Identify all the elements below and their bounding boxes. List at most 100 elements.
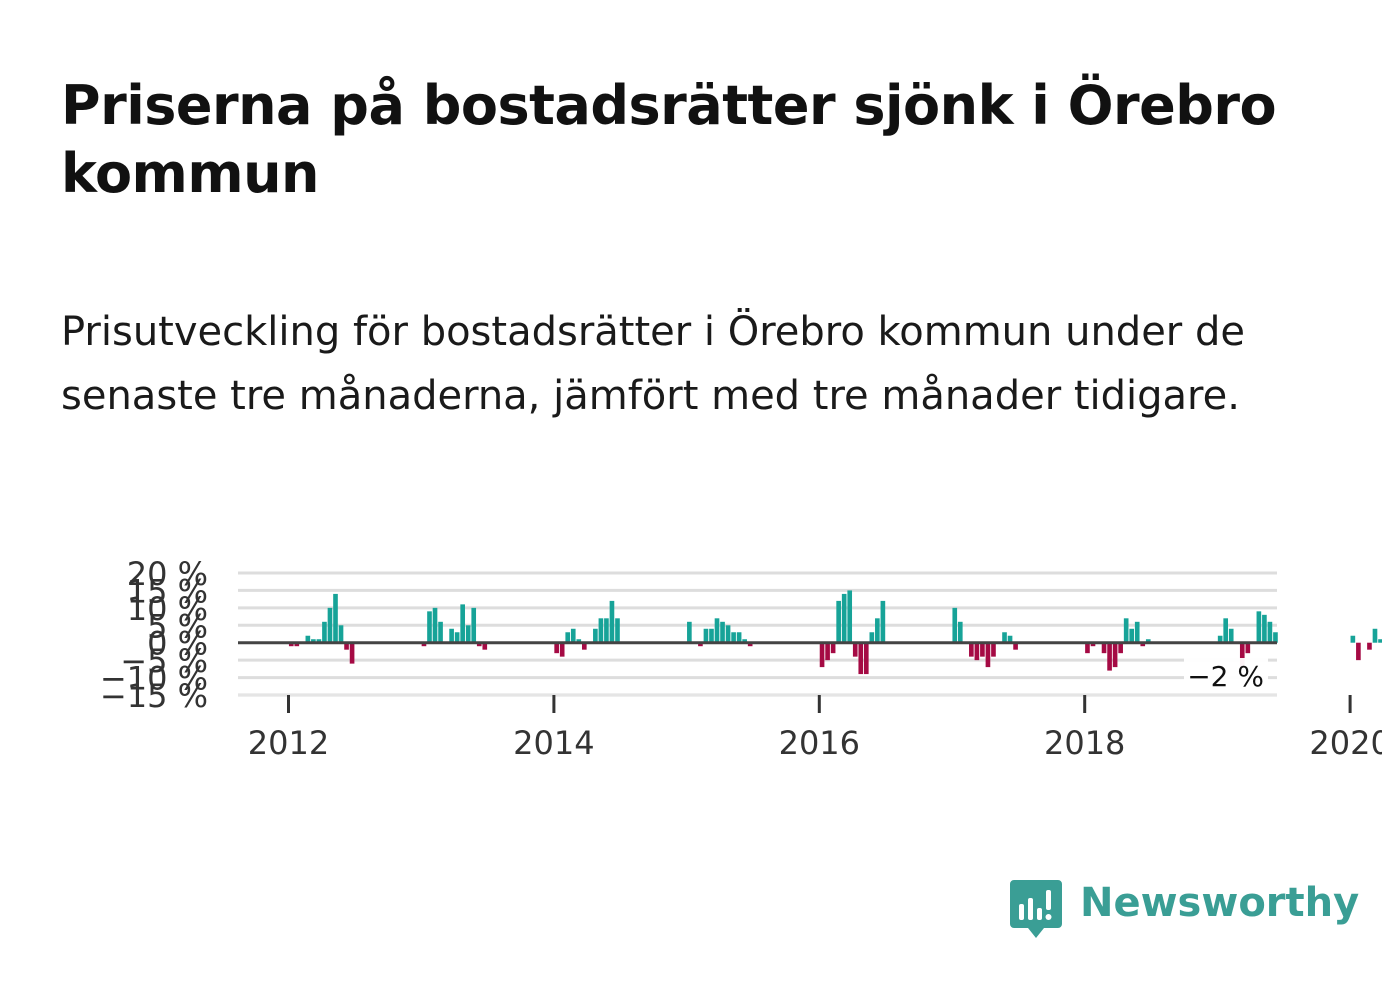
price-change-bar-chart: −15 %−10 %−5 %0 %5 %10 %15 %20 % 2012 201… — [100, 555, 1382, 762]
x-axis: 20122014201620182020202220242026 — [238, 694, 1382, 762]
bar — [1123, 618, 1129, 643]
bar — [1118, 642, 1123, 654]
bar — [1228, 628, 1234, 643]
bar — [1112, 642, 1118, 668]
bar — [570, 628, 576, 643]
bar — [830, 642, 836, 654]
bars — [288, 590, 1382, 675]
y-axis-labels: −15 %−10 %−5 %0 %5 %10 %15 %20 % — [100, 555, 208, 715]
grid-lines — [238, 571, 1277, 697]
bar — [858, 642, 864, 675]
bar — [471, 607, 477, 643]
last-value-label: −2 % — [1187, 660, 1264, 693]
bar — [288, 642, 294, 647]
bar — [1262, 614, 1267, 643]
newsworthy-logo: Newsworthy — [1010, 878, 1359, 942]
annotations: −2 % — [1184, 658, 1268, 693]
bar — [847, 590, 853, 643]
bar — [1090, 642, 1096, 647]
bar — [1134, 621, 1140, 643]
y-tick-label: 20 % — [127, 555, 208, 593]
page-title: Priserna på bostadsrätter sjönk i Örebro… — [61, 74, 1277, 205]
bar — [836, 600, 841, 643]
y-tick-label: 15 % — [127, 572, 208, 610]
bar — [725, 625, 731, 643]
bar — [327, 607, 333, 643]
bar — [1356, 642, 1361, 661]
bar — [687, 621, 692, 643]
bar — [1372, 628, 1378, 643]
last-value-label-bg — [1184, 658, 1268, 692]
bar — [593, 628, 598, 643]
bar — [311, 639, 316, 643]
bar — [1145, 639, 1151, 643]
bar — [969, 642, 974, 657]
bar — [322, 621, 327, 643]
bar — [349, 642, 355, 664]
bar — [338, 625, 344, 643]
bar — [1223, 618, 1229, 643]
bar — [957, 621, 963, 643]
bar — [576, 639, 582, 643]
y-tick-label: 5 % — [147, 607, 208, 645]
bar — [720, 621, 725, 643]
bar — [1273, 632, 1278, 643]
bar — [1239, 642, 1245, 668]
bar — [454, 632, 460, 643]
bar — [1256, 611, 1262, 643]
bar — [709, 628, 714, 643]
bar — [875, 618, 880, 643]
bar — [598, 618, 604, 643]
bar — [1267, 621, 1273, 643]
bar — [980, 642, 985, 657]
bar — [421, 642, 427, 647]
bar — [1245, 642, 1251, 654]
bar — [1013, 642, 1018, 650]
bar — [869, 632, 875, 643]
bar — [305, 635, 311, 643]
bar — [974, 642, 980, 661]
bar — [581, 642, 587, 650]
bar — [985, 642, 991, 668]
bar — [852, 642, 858, 657]
bar — [880, 600, 886, 643]
bar — [742, 639, 747, 643]
bar — [604, 618, 609, 643]
bar — [703, 628, 709, 643]
bar — [1217, 635, 1223, 643]
bar — [559, 642, 565, 657]
bar — [698, 642, 703, 647]
bar — [736, 632, 742, 643]
bar — [1350, 635, 1356, 643]
bar — [863, 642, 869, 675]
y-tick-label: 10 % — [127, 590, 208, 628]
bar — [460, 604, 465, 643]
bar — [615, 618, 620, 643]
newsworthy-logo-text: Newsworthy — [1080, 880, 1360, 926]
bar — [841, 593, 847, 643]
bar — [1007, 635, 1013, 643]
x-tick-label: 2016 — [779, 724, 860, 762]
bar — [1140, 642, 1146, 647]
bar — [1129, 628, 1135, 643]
newsworthy-logo-icon — [1010, 880, 1062, 938]
y-tick-label: −5 % — [120, 642, 208, 680]
bar — [565, 632, 571, 643]
bar — [465, 625, 471, 643]
bar — [991, 642, 996, 657]
bar — [476, 642, 482, 647]
bar — [1378, 639, 1382, 643]
bar — [609, 600, 615, 643]
bar — [1101, 642, 1107, 654]
x-tick-label: 2020 — [1309, 724, 1382, 762]
bar — [714, 618, 720, 643]
bar — [344, 642, 349, 650]
bar — [731, 632, 736, 643]
bar — [952, 607, 958, 643]
bar — [482, 642, 488, 650]
bar — [747, 642, 753, 647]
y-tick-label: 0 % — [147, 625, 208, 663]
x-tick-label: 2014 — [513, 724, 594, 762]
bar — [438, 621, 443, 643]
bar — [316, 639, 322, 643]
